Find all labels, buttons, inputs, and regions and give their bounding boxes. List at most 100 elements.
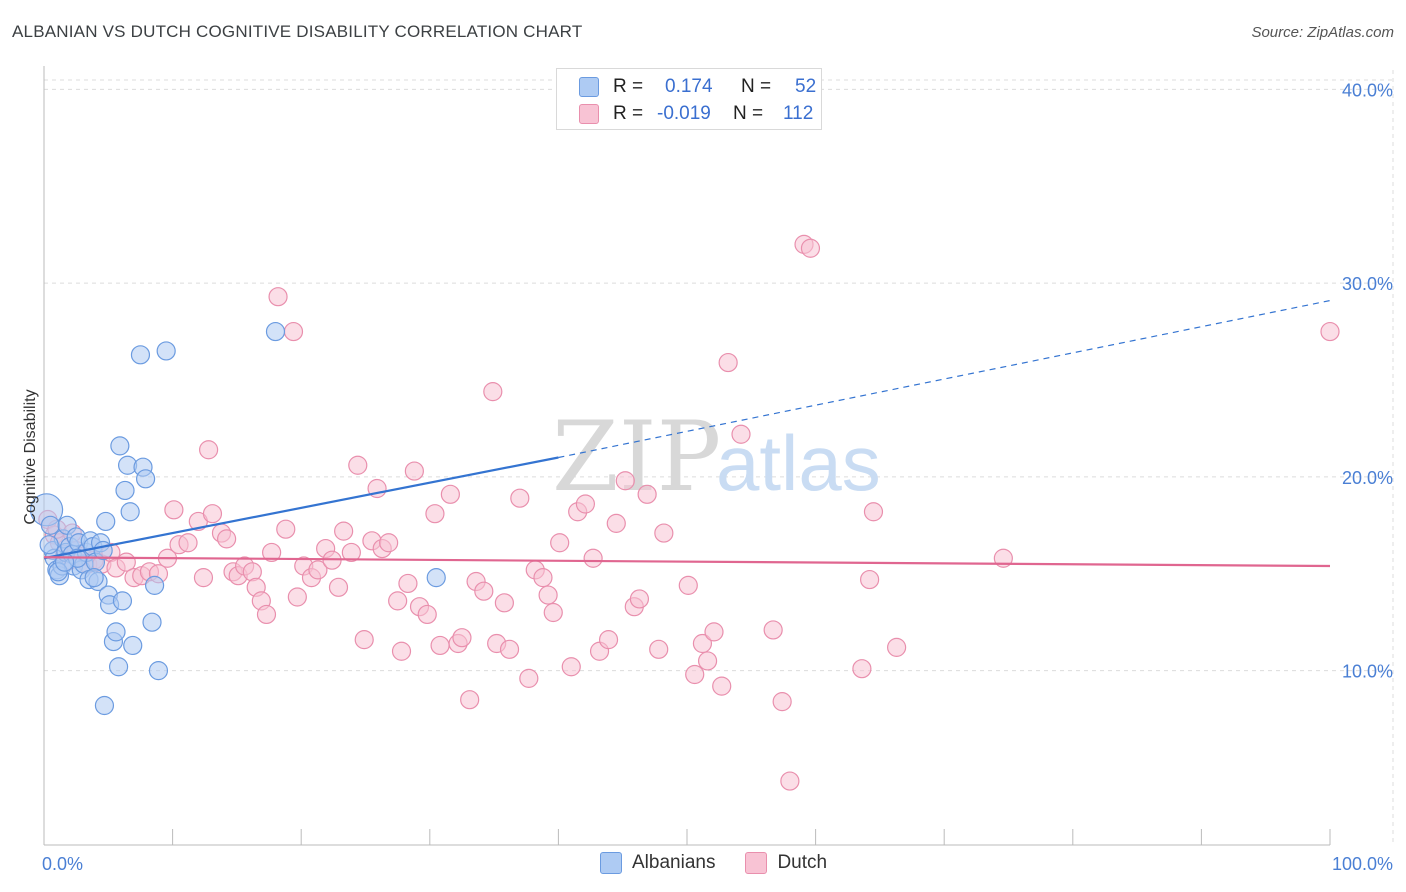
dutch-point <box>533 568 553 588</box>
albanians-point <box>39 535 59 555</box>
dutch-point <box>615 471 635 491</box>
albanians-point <box>108 657 129 677</box>
dutch-point <box>538 585 558 605</box>
dutch-point <box>629 589 650 609</box>
dutch-point <box>550 533 570 553</box>
albanians-points <box>29 321 446 716</box>
tick-labels: 10.0% 20.0% 30.0% 40.0% 0.0% 100.0% <box>42 80 1393 874</box>
n-value: 112 <box>783 103 814 124</box>
albanians-point <box>123 635 143 656</box>
dutch-point <box>772 692 792 712</box>
albanians-point <box>426 568 446 588</box>
albanians-point <box>135 469 156 489</box>
r-value: 0.174 <box>665 76 713 97</box>
dutch-point <box>328 577 349 597</box>
dutch-point <box>348 455 368 475</box>
dutch-point <box>287 587 307 607</box>
albanians-point <box>156 341 176 361</box>
albanians-trend-line <box>43 456 559 560</box>
dutch-point <box>780 771 800 791</box>
y-tick-label: 30.0% <box>1342 274 1393 294</box>
dutch-point <box>256 604 277 625</box>
albanians-point <box>130 345 151 365</box>
albanians-point <box>110 436 130 456</box>
dutch-legend-swatch <box>745 852 768 874</box>
dutch-point <box>193 568 214 588</box>
dutch-point <box>685 664 705 685</box>
r-label: R = <box>613 103 644 124</box>
dutch-point <box>860 569 880 590</box>
legend-label-dutch: Dutch <box>777 852 828 873</box>
x-tick-label: 0.0% <box>42 854 83 874</box>
dutch-point <box>510 488 530 508</box>
series-legend: Albanians Dutch <box>600 852 857 874</box>
dutch-point <box>606 513 626 533</box>
dutch-point <box>583 548 603 568</box>
dutch-point <box>887 637 907 657</box>
dutch-point <box>417 604 437 625</box>
dutch-point <box>391 641 412 661</box>
albanians-point <box>106 622 126 642</box>
stats-row-dutch: R = -0.019 N = 112 <box>579 102 813 126</box>
legend-item-dutch[interactable]: Dutch <box>745 852 827 874</box>
y-tick-label: 10.0% <box>1342 662 1393 682</box>
dutch-point <box>217 529 237 549</box>
dutch-point <box>398 573 418 594</box>
dutch-point <box>763 620 783 640</box>
dutch-point <box>425 504 445 524</box>
albanians-point <box>84 568 104 588</box>
dutch-point <box>704 622 724 642</box>
dutch-point <box>575 494 596 514</box>
r-label: R = <box>613 76 644 97</box>
dutch-swatch <box>579 104 599 124</box>
y-tick-label: 20.0% <box>1342 468 1393 488</box>
dutch-point <box>1320 321 1340 342</box>
dutch-point <box>863 502 884 522</box>
r-value: -0.019 <box>657 103 711 124</box>
dutch-point <box>483 382 503 402</box>
albanians-point <box>94 695 115 716</box>
dutch-point <box>474 581 494 601</box>
stats-row-albanians: R = 0.174 N = 52 <box>579 75 816 99</box>
dutch-point <box>164 500 184 520</box>
dutch-point <box>460 690 480 710</box>
stats-legend: R = 0.174 N = 52 R = -0.019 N = 112 <box>556 68 822 130</box>
x-tick-label: 100.0% <box>1332 854 1393 874</box>
dutch-point <box>712 676 732 696</box>
dutch-point <box>440 484 460 504</box>
dutch-trend-line <box>43 556 1331 568</box>
dutch-point <box>202 504 223 524</box>
dutch-point <box>494 593 514 613</box>
dutch-point <box>654 523 674 543</box>
albanians-swatch <box>579 77 599 97</box>
albanians-point <box>112 591 133 611</box>
dutch-point <box>543 602 563 623</box>
dutch-point <box>379 533 399 553</box>
albanians-point <box>144 575 165 595</box>
dutch-point <box>388 591 408 611</box>
albanians-point <box>115 480 135 501</box>
albanians-point <box>265 321 286 342</box>
dutch-point <box>334 521 354 541</box>
dutch-point <box>598 630 619 650</box>
watermark-zip: ZIP <box>552 401 721 513</box>
dutch-point <box>519 668 539 688</box>
legend-label-albanians: Albanians <box>632 852 716 873</box>
trend-lines <box>43 299 1331 568</box>
dutch-point <box>800 238 821 258</box>
dutch-point <box>649 639 669 659</box>
dutch-point <box>731 424 751 444</box>
y-tick-label: 40.0% <box>1342 80 1393 100</box>
n-label: N = <box>733 103 764 124</box>
n-value: 52 <box>795 76 817 97</box>
dutch-point <box>178 533 198 553</box>
dutch-point <box>276 519 296 539</box>
dutch-point <box>268 287 288 307</box>
axes <box>43 66 1331 846</box>
dutch-point <box>262 542 282 563</box>
dutch-point <box>308 560 328 580</box>
dutch-point <box>852 659 872 679</box>
legend-item-albanians[interactable]: Albanians <box>600 852 715 874</box>
dutch-point <box>637 484 657 504</box>
